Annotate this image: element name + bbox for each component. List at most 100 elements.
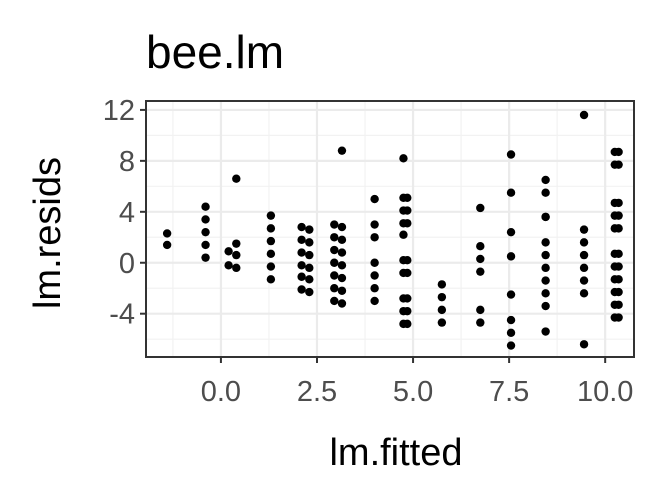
y-axis-ticks: -4 0 4 8 12 (103, 95, 146, 331)
data-point (224, 247, 233, 256)
data-point (506, 252, 516, 261)
data-point (297, 285, 306, 294)
data-point (506, 188, 516, 197)
data-point (305, 287, 314, 297)
plot-panel-border (145, 100, 635, 358)
data-point (266, 236, 276, 246)
minor-gridlines (146, 101, 634, 357)
data-point (162, 229, 172, 238)
data-point (541, 250, 550, 260)
data-point (399, 154, 408, 163)
data-point (579, 225, 589, 234)
data-point (232, 239, 241, 248)
data-point (579, 289, 589, 298)
y-tick-label: 0 (119, 248, 135, 280)
data-point (506, 290, 516, 299)
data-point (337, 273, 347, 283)
data-point (305, 275, 314, 284)
data-point (437, 280, 447, 289)
data-point (437, 318, 447, 327)
data-point (232, 174, 241, 183)
data-point (370, 220, 379, 229)
data-point (541, 327, 550, 336)
data-point (506, 315, 516, 325)
x-axis-title: lm.fitted (329, 432, 462, 474)
data-point (232, 250, 241, 260)
data-point (541, 212, 550, 222)
data-point (297, 222, 306, 232)
data-point (506, 341, 516, 350)
data-point (614, 287, 623, 297)
data-point (506, 150, 516, 159)
data-point (541, 238, 550, 247)
data-point (614, 198, 623, 208)
data-point (297, 272, 306, 281)
data-point (297, 235, 306, 245)
data-point (476, 305, 485, 315)
data-point (232, 263, 241, 273)
data-point (330, 245, 339, 255)
data-point (476, 267, 485, 276)
y-tick-label: -4 (109, 299, 135, 331)
data-point (201, 253, 210, 262)
data-point (337, 248, 347, 257)
data-point (614, 300, 623, 309)
data-point (330, 220, 339, 229)
data-point (201, 227, 210, 237)
data-point (337, 235, 347, 245)
y-tick-label: 8 (119, 146, 135, 178)
data-point (403, 306, 412, 316)
data-point (305, 225, 314, 234)
data-point (337, 299, 347, 308)
data-point (614, 262, 623, 271)
data-point (579, 263, 589, 273)
data-point (541, 276, 550, 285)
x-tick-label: 7.5 (489, 376, 529, 408)
data-point (403, 206, 412, 215)
data-point (370, 271, 379, 280)
data-point (337, 261, 347, 270)
data-point (305, 250, 314, 260)
data-point (337, 222, 347, 232)
data-point (297, 248, 306, 257)
data-point (337, 286, 347, 295)
data-point (579, 238, 589, 247)
data-point (476, 254, 485, 264)
data-point (370, 284, 379, 293)
data-point (614, 160, 623, 169)
data-point (337, 146, 347, 155)
data-point (541, 263, 550, 273)
data-point (541, 301, 550, 311)
data-point (297, 261, 306, 270)
data-point (437, 305, 447, 315)
data-point (266, 224, 276, 233)
data-point (224, 261, 233, 270)
data-point (476, 203, 485, 213)
x-tick-label: 10.0 (577, 376, 633, 408)
data-point (305, 263, 314, 273)
data-point (266, 249, 276, 259)
data-point (541, 188, 550, 197)
data-point (266, 275, 276, 284)
data-point (579, 110, 589, 120)
data-point (614, 275, 623, 284)
data-point (476, 241, 485, 251)
data-point (201, 202, 210, 211)
data-points (162, 110, 623, 350)
data-point (579, 276, 589, 285)
data-point (614, 224, 623, 233)
data-point (330, 271, 339, 280)
data-point (403, 319, 412, 329)
x-tick-label: 2.5 (297, 376, 337, 408)
data-point (403, 219, 412, 228)
data-point (506, 227, 516, 237)
chart-title: bee.lm (146, 26, 284, 78)
data-point (614, 313, 623, 322)
x-tick-label: 5.0 (393, 376, 433, 408)
data-point (403, 294, 412, 303)
x-tick-label: 0.0 (201, 376, 241, 408)
data-point (541, 175, 550, 185)
x-axis-ticks: 0.0 2.5 5.0 7.5 10.0 (201, 357, 633, 408)
data-point (399, 230, 408, 239)
